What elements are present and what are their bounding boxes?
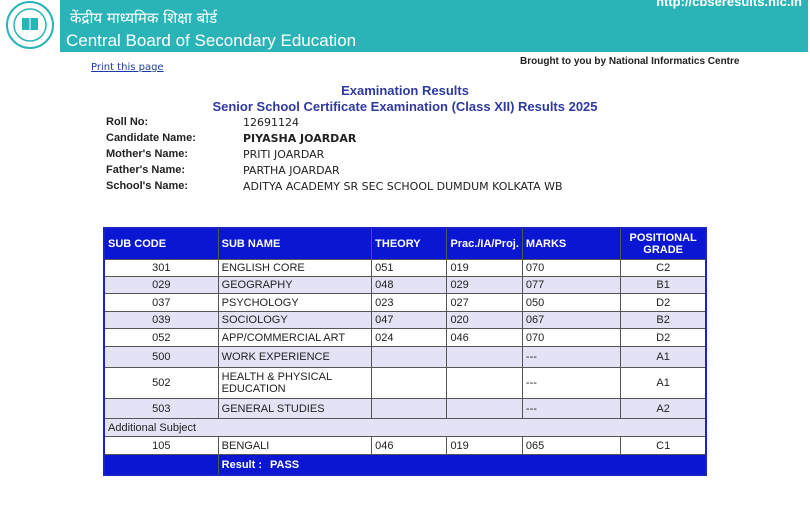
cell [446,398,523,419]
cell: 503 [103,398,219,419]
subject-row: 503 GENERAL STUDIES --- A2 [103,398,707,419]
cell [371,398,448,419]
title: Examination Results [341,83,469,98]
subject-row: 105 BENGALI 046 019 065 C1 [103,436,707,455]
field-label: Candidate Name: [106,132,196,144]
subject-row: 502 HEALTH & PHYSICAL EDUCATION --- A1 [103,367,707,399]
cell: 047 [371,311,448,329]
cell: BENGALI [217,436,373,455]
cell: WORK EXPERIENCE [217,346,373,368]
cell: A1 [620,367,707,399]
cell: 027 [446,293,523,312]
cell: B2 [620,311,707,329]
column-header: SUB NAME [217,227,373,260]
cell: --- [521,346,622,368]
cell [446,367,523,399]
cell: 301 [103,259,219,277]
subtitle: Senior School Certificate Examination (C… [212,99,598,114]
cell: 050 [521,293,622,312]
subject-row: 052 APP/COMMERCIAL ART 024 046 070 D2 [103,328,707,347]
cell: 039 [103,311,219,329]
cell: 037 [103,293,219,312]
cell: 020 [446,311,523,329]
cell: GEOGRAPHY [217,276,373,294]
result-value: PASS [269,458,300,471]
cell: SOCIOLOGY [217,311,373,329]
additional-row: Additional Subject [103,418,707,437]
cell: 067 [521,311,622,329]
cell: D2 [620,293,707,312]
cell: 046 [371,436,448,455]
header-bar [60,0,808,52]
cell: A2 [620,398,707,419]
credit: Brought to you by National Informatics C… [520,56,740,67]
cell [371,346,448,368]
cell: 105 [103,436,219,455]
cell: 502 [103,367,219,399]
field-label: Father's Name: [106,164,186,176]
cell: PSYCHOLOGY [217,293,373,312]
cell [371,367,448,399]
cell [103,454,219,476]
cell: 070 [521,328,622,347]
cell: 051 [371,259,448,277]
subject-row: 301 ENGLISH CORE 051 019 070 C2 [103,259,707,277]
cell: 019 [446,259,523,277]
additional-label: Additional Subject [103,418,707,437]
field-value: PIYASHA JOARDAR [243,132,357,145]
cell: --- [521,367,622,399]
print-link[interactable]: Print this page [91,62,164,73]
cell: 077 [521,276,622,294]
cell [446,346,523,368]
field-label: School's Name: [106,180,189,192]
result-label: Result : [221,458,262,471]
field-value: PARTHA JOARDAR [243,164,340,177]
english-title: Central Board of Secondary Education [66,31,357,50]
cell: 029 [103,276,219,294]
column-header: THEORY [371,227,448,260]
logo [6,1,54,49]
cell: C1 [620,436,707,455]
cell: 052 [103,328,219,347]
cell: 029 [446,276,523,294]
site-url: http://cbseresults.nic.in [656,0,802,9]
column-header: POSITIONAL GRADE [620,227,707,260]
cell: 048 [371,276,448,294]
field-value: ADITYA ACADEMY SR SEC SCHOOL DUMDUM KOLK… [243,180,563,193]
cell: 065 [521,436,622,455]
cell: 500 [103,346,219,368]
subject-row: 029 GEOGRAPHY 048 029 077 B1 [103,276,707,294]
column-header: SUB CODE [103,227,219,260]
field-value: 12691124 [243,116,299,129]
results-table: SUB CODE SUB NAME THEORY Prac./IA/Proj. MARK… [103,227,707,476]
column-header: MARKS [521,227,622,260]
header-row: SUB CODE SUB NAME THEORY Prac./IA/Proj. MARK… [103,227,707,260]
cell: C2 [620,259,707,277]
cell: GENERAL STUDIES [217,398,373,419]
cell: A1 [620,346,707,368]
subject-row: 039 SOCIOLOGY 047 020 067 B2 [103,311,707,329]
result-cell: Result : PASS [217,454,707,476]
cell: 070 [521,259,622,277]
cell: 024 [371,328,448,347]
cell: 019 [446,436,523,455]
result-row: Result : PASS [103,454,707,476]
subject-row: 037 PSYCHOLOGY 023 027 050 D2 [103,293,707,312]
cell: --- [521,398,622,419]
field-value: PRITI JOARDAR [243,148,325,161]
cell: APP/COMMERCIAL ART [217,328,373,347]
cell: B1 [620,276,707,294]
cell: 046 [446,328,523,347]
subject-row: 500 WORK EXPERIENCE --- A1 [103,346,707,368]
cell: 023 [371,293,448,312]
field-label: Mother's Name: [106,148,189,160]
hindi-title: केंद्रीय माध्यमिक शिक्षा बोर्ड [70,9,218,27]
cell: HEALTH & PHYSICAL EDUCATION [217,367,373,399]
cell: D2 [620,328,707,347]
cell: ENGLISH CORE [217,259,373,277]
field-label: Roll No: [106,116,149,128]
column-header: Prac./IA/Proj. [446,227,523,260]
